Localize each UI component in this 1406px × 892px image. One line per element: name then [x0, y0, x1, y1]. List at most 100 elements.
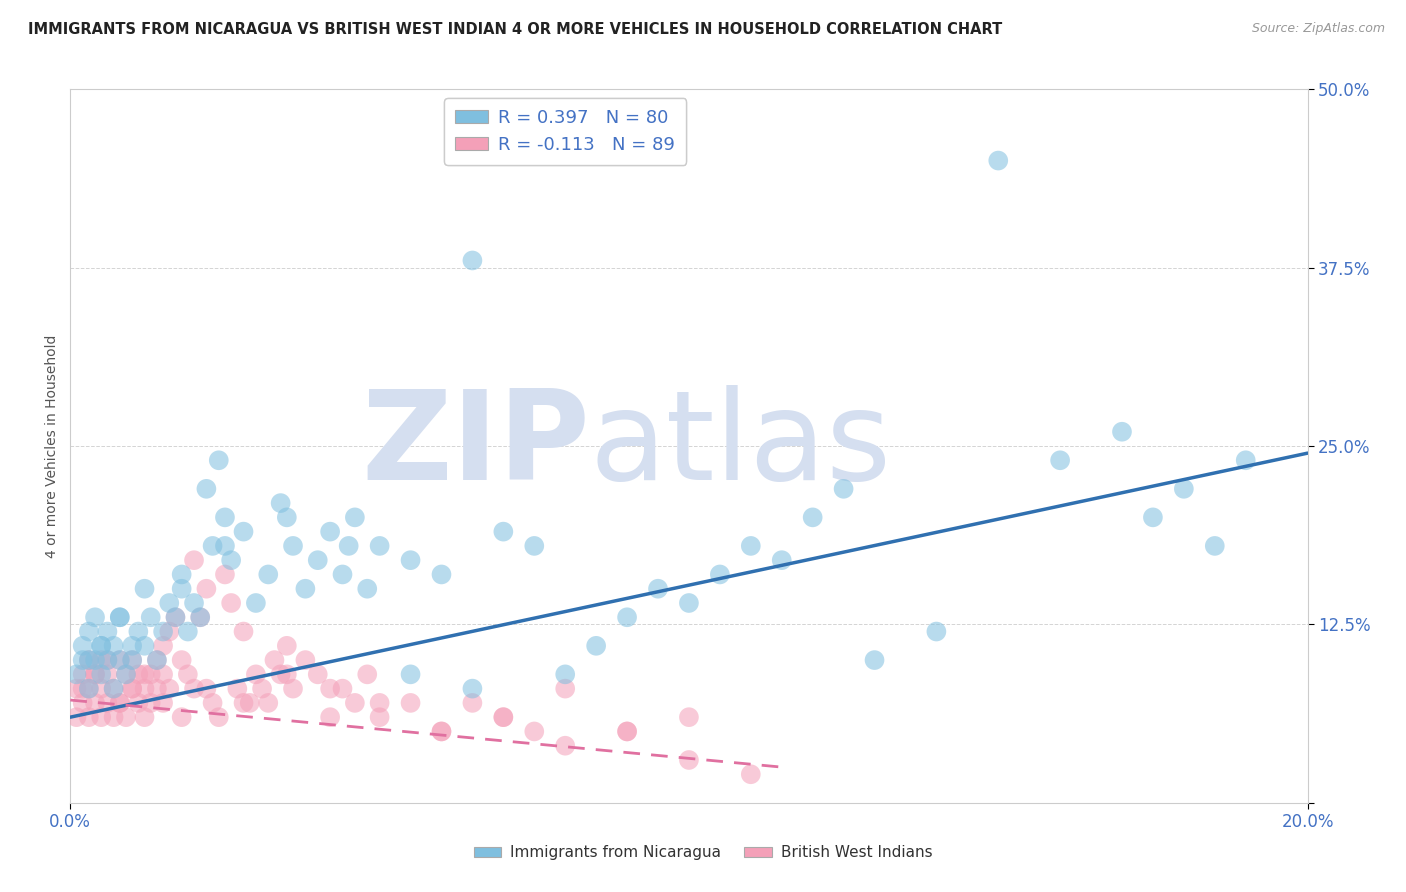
Point: [77, 653, 100, 667]
Point: [214, 567, 236, 582]
Point: [72, 639, 94, 653]
Point: [170, 653, 193, 667]
Point: [208, 710, 231, 724]
Point: [740, 539, 762, 553]
Point: [832, 482, 855, 496]
Point: [157, 596, 180, 610]
Point: [115, 667, 138, 681]
Point: [183, 681, 205, 696]
Point: [96, 653, 118, 667]
Point: [165, 610, 187, 624]
Point: [121, 681, 143, 696]
Point: [152, 667, 174, 681]
Text: atlas: atlas: [591, 385, 891, 507]
Point: [523, 724, 546, 739]
Point: [103, 710, 125, 724]
Point: [170, 582, 193, 596]
Point: [307, 553, 329, 567]
Point: [616, 610, 638, 624]
Point: [177, 667, 200, 681]
Point: [356, 582, 378, 596]
Point: [294, 582, 316, 596]
Point: [276, 639, 298, 653]
Point: [84, 610, 107, 624]
Point: [201, 696, 224, 710]
Point: [319, 710, 342, 724]
Point: [430, 567, 453, 582]
Point: [72, 667, 94, 681]
Point: [294, 653, 316, 667]
Point: [183, 553, 205, 567]
Point: [170, 710, 193, 724]
Point: [108, 653, 131, 667]
Point: [226, 681, 249, 696]
Point: [770, 553, 793, 567]
Point: [108, 653, 131, 667]
Point: [208, 453, 231, 467]
Point: [65, 667, 87, 681]
Point: [195, 482, 218, 496]
Point: [127, 696, 149, 710]
Point: [332, 681, 354, 696]
Point: [678, 710, 700, 724]
Point: [139, 696, 162, 710]
Point: [219, 553, 242, 567]
Point: [987, 153, 1010, 168]
Point: [108, 610, 131, 624]
Point: [72, 681, 94, 696]
Point: [332, 567, 354, 582]
Point: [925, 624, 948, 639]
Point: [195, 681, 218, 696]
Point: [84, 653, 107, 667]
Point: [121, 653, 143, 667]
Point: [183, 596, 205, 610]
Point: [103, 639, 125, 653]
Point: [72, 653, 94, 667]
Point: [270, 496, 292, 510]
Y-axis label: 4 or more Vehicles in Household: 4 or more Vehicles in Household: [45, 334, 59, 558]
Point: [65, 710, 87, 724]
Point: [77, 681, 100, 696]
Point: [461, 253, 484, 268]
Point: [90, 639, 112, 653]
Point: [134, 639, 156, 653]
Point: [152, 639, 174, 653]
Point: [177, 624, 200, 639]
Point: [257, 696, 280, 710]
Point: [343, 510, 366, 524]
Point: [232, 524, 254, 539]
Point: [245, 667, 267, 681]
Point: [84, 667, 107, 681]
Point: [343, 696, 366, 710]
Point: [77, 681, 100, 696]
Point: [103, 681, 125, 696]
Point: [214, 539, 236, 553]
Point: [399, 696, 422, 710]
Point: [90, 710, 112, 724]
Point: [554, 667, 576, 681]
Point: [281, 681, 304, 696]
Point: [585, 639, 607, 653]
Point: [492, 524, 515, 539]
Text: Source: ZipAtlas.com: Source: ZipAtlas.com: [1251, 22, 1385, 36]
Point: [1049, 453, 1071, 467]
Text: ZIP: ZIP: [361, 385, 591, 507]
Legend: Immigrants from Nicaragua, British West Indians: Immigrants from Nicaragua, British West …: [467, 839, 939, 866]
Point: [356, 667, 378, 681]
Point: [399, 553, 422, 567]
Point: [170, 567, 193, 582]
Point: [152, 624, 174, 639]
Point: [523, 539, 546, 553]
Point: [146, 653, 169, 667]
Point: [96, 653, 118, 667]
Point: [740, 767, 762, 781]
Point: [115, 710, 138, 724]
Point: [1111, 425, 1133, 439]
Point: [616, 724, 638, 739]
Point: [678, 596, 700, 610]
Point: [647, 582, 669, 596]
Point: [188, 610, 211, 624]
Point: [139, 610, 162, 624]
Point: [492, 710, 515, 724]
Point: [139, 667, 162, 681]
